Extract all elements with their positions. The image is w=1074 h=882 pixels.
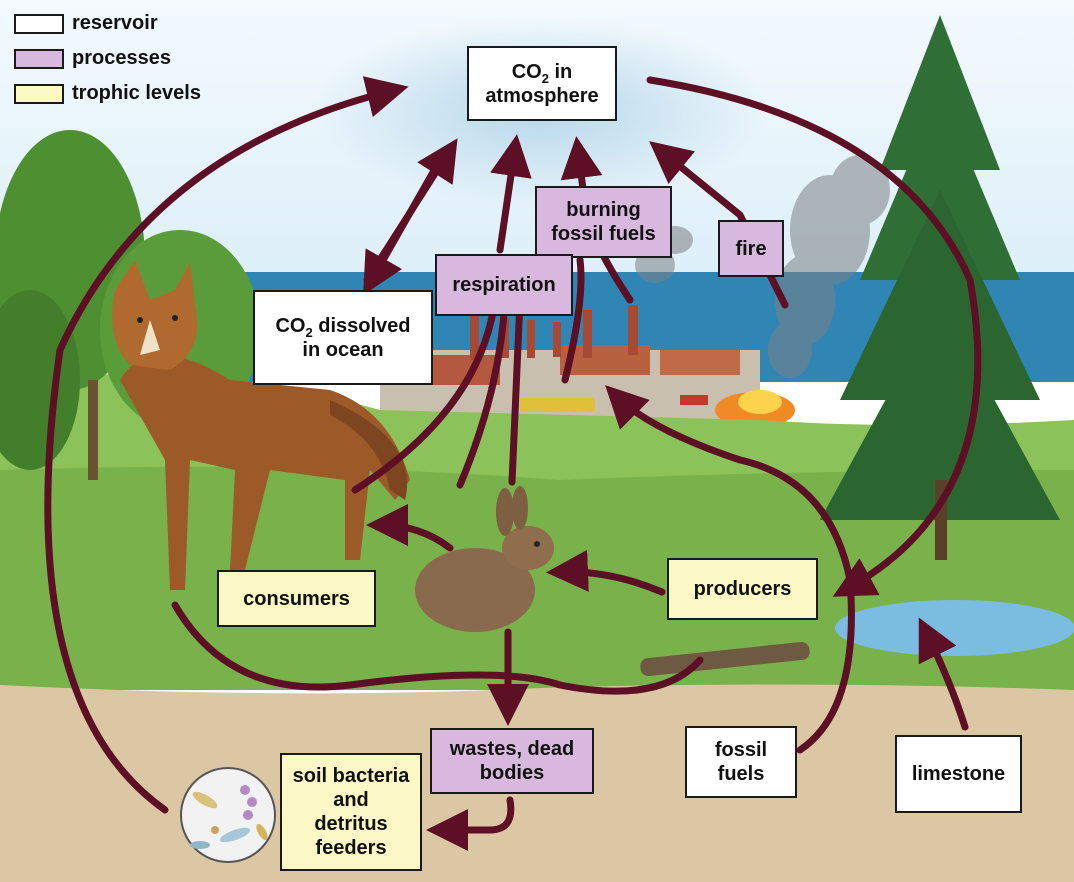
arrow-rabbit-respiration [456,296,509,489]
limestone-label: limestone [911,763,1006,785]
limestone-box: limestone [895,735,1022,813]
co2-ocean-box: CO2 dissolved in ocean [253,290,433,385]
arrow-industry-burning [561,256,585,384]
wastes-line2: bodies [479,762,545,784]
burning-fossil-fuels-box: burning fossil fuels [535,186,672,258]
co2-ocean-dissolved: dissolved [312,314,411,337]
arrow-atmosphere-to-producers [646,76,982,597]
co2-ocean-co: CO [275,314,306,337]
producers-box: producers [667,558,818,620]
arrow-fossil-fuels-to-burning [605,385,855,754]
wastes-line1: wastes, dead [449,738,575,760]
arrow-wastes-to-soil [426,796,515,851]
respiration-box: respiration [435,254,573,316]
coyote [112,260,410,590]
smoke [635,155,890,378]
conifer-tree [820,15,1060,560]
co2-atmosphere-in: in [548,60,573,83]
co2-atmosphere-sub: 2 [541,70,549,86]
legend-label-trophic: trophic levels [72,82,201,104]
co2-atmosphere-co: CO [511,60,542,83]
arrow-respiration-to-atmosphere [490,134,532,254]
burning-line1: burning [566,199,641,221]
legend-swatch-reservoir [14,13,64,34]
soil-line2: and [333,789,369,811]
arrow-decomposition-to-atmosphere [44,76,409,814]
arrow-rabbit-to-consumers [366,504,454,552]
soil-line3: detritus [314,813,388,835]
legend-label-reservoir: reservoir [72,12,158,34]
burning-line2: fossil fuels [551,223,656,245]
grassland-front [0,466,1074,690]
legend-processes: processes [14,47,171,70]
pond [835,600,1074,656]
co2-atmosphere-line2: atmosphere [485,84,599,107]
fossil-line1: fossil [714,739,768,761]
rabbit [415,486,554,632]
legend-swatch-trophic [14,83,64,104]
arrow-producers-to-rabbit [546,549,666,596]
fallen-log [640,641,810,677]
soil-line1: soil bacteria [292,765,410,787]
soil-line4: feeders [315,837,387,859]
microbe-circle [180,767,276,863]
fossil-line2: fuels [717,763,765,785]
legend-reservoir: reservoir [14,12,158,35]
fire-box: fire [718,220,784,277]
wastes-dead-bodies-box: wastes, dead bodies [430,728,594,794]
arrow-producers-respiration [508,296,524,486]
fire-label: fire [735,237,767,260]
respiration-label: respiration [452,274,556,296]
arrow-consumers-to-soil-line [171,601,704,695]
consumers-box: consumers [217,570,376,627]
arrow-consumers-respiration [351,296,499,494]
fire-flames [715,390,795,428]
co2-ocean-line2: in ocean [302,338,384,361]
legend-label-processes: processes [72,47,171,69]
legend-swatch-processes [14,48,64,69]
soil-bacteria-box: soil bacteria and detritus feeders [280,753,422,871]
arrow-atmosphere-to-ocean [363,156,444,296]
consumers-label: consumers [243,587,350,610]
fossil-fuels-box: fossil fuels [685,726,797,798]
producers-label: producers [693,578,792,600]
legend-trophic: trophic levels [14,82,201,105]
co2-atmosphere-box: CO2 in atmosphere [467,46,617,121]
arrow-limestone-to-water [918,617,969,731]
co2-ocean-sub: 2 [305,324,313,340]
